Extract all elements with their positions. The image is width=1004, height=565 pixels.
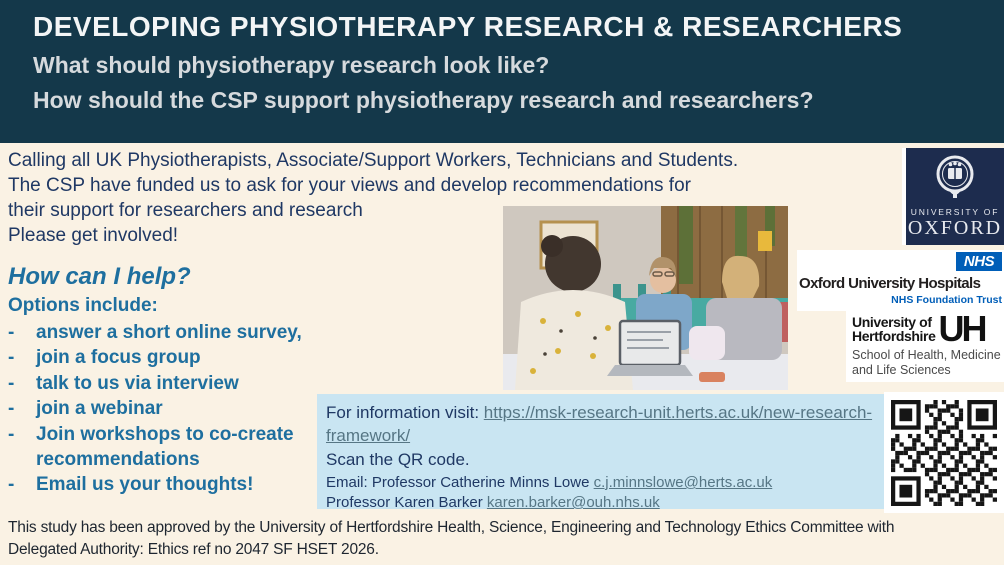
barker-email-link[interactable]: karen.barker@ouh.nhs.uk <box>486 494 660 511</box>
list-item: - talk to us via interview <box>8 371 318 396</box>
qr-code-card <box>884 392 1004 513</box>
list-item-label: answer a short online survey, <box>36 322 302 343</box>
email-label-2: Professor Karen Barker <box>326 494 487 511</box>
help-options-list: - answer a short online survey, - join a… <box>8 320 318 498</box>
school-line2: and Life Sciences <box>852 363 951 377</box>
nhs-foundation-trust-label: NHS Foundation Trust <box>891 294 1002 306</box>
intro-line: Please get involved! <box>8 225 179 246</box>
nhs-org-name: Oxford University Hospitals <box>799 275 981 292</box>
list-item: - Join workshops to co-create recommenda… <box>8 422 318 473</box>
list-item-label: join a focus group <box>36 347 201 369</box>
contact-info-box: For information visit: https://msk-resea… <box>317 394 884 511</box>
dash-bullet: - <box>8 372 15 394</box>
logo-oxford-university-hospitals: NHS Oxford University Hospitals NHS Foun… <box>797 250 1004 311</box>
uh-monogram-icon: UH <box>938 311 987 349</box>
logo-university-of-oxford: UNIVERSITY OF OXFORD <box>902 148 1004 245</box>
logo-university-of-hertfordshire: University of Hertfordshire UH School of… <box>846 311 1004 382</box>
list-item-label: talk to us via interview <box>36 372 239 394</box>
intro-line: their support for researchers and resear… <box>8 200 363 221</box>
subtitle-question-2: How should the CSP support physiotherapy… <box>33 87 814 113</box>
hertfordshire-name-line2: Hertfordshire <box>852 328 936 344</box>
intro-paragraph: Calling all UK Physiotherapists, Associa… <box>8 148 738 248</box>
intro-line: The CSP have funded us to ask for your v… <box>8 175 691 196</box>
qr-code <box>891 400 997 506</box>
hertfordshire-school-label: School of Health, Medicine and Life Scie… <box>852 348 1004 378</box>
scan-qr-label: Scan the QR code. <box>326 450 470 469</box>
dash-bullet: - <box>8 474 15 496</box>
ethics-line2: Delegated Authority: Ethics ref no 2047 … <box>8 541 379 558</box>
email-line-2: Professor Karen Barker karen.barker@ouh.… <box>326 493 874 513</box>
minns-lowe-email-link[interactable]: c.j.minnslowe@herts.ac.uk <box>593 474 773 491</box>
list-item: - join a focus group <box>8 345 318 370</box>
hertfordshire-name: University of Hertfordshire <box>852 314 936 344</box>
dash-bullet: - <box>8 322 15 343</box>
options-subheading: Options include: <box>8 295 158 316</box>
list-item: - answer a short online survey, <box>8 320 318 345</box>
header-band: DEVELOPING PHYSIOTHERAPY RESEARCH & RESE… <box>0 0 1004 143</box>
dash-bullet: - <box>8 423 15 445</box>
list-item-label: Email us your thoughts! <box>36 474 254 496</box>
dash-bullet: - <box>8 398 15 420</box>
info-visit-label: For information visit: <box>326 403 484 422</box>
list-item-label: join a webinar <box>36 398 163 420</box>
page-title: DEVELOPING PHYSIOTHERAPY RESEARCH & RESE… <box>33 11 903 42</box>
school-line1: School of Health, Medicine <box>852 348 1001 362</box>
list-item-label: Join workshops to co-create recommendati… <box>36 423 294 471</box>
oxford-wordmark: OXFORD <box>907 217 1003 239</box>
email-line-1: Email: Professor Catherine Minns Lowe c.… <box>326 473 874 493</box>
ethics-line1: This study has been approved by the Univ… <box>8 519 895 536</box>
research-framework-link[interactable]: https://msk-research-unit.herts.ac.uk/ne… <box>326 403 873 445</box>
oxford-university-of-label: UNIVERSITY OF <box>910 207 1000 217</box>
photo-research-team <box>503 206 788 390</box>
help-heading: How can I help? <box>8 263 191 290</box>
oxford-crest-icon <box>936 155 974 198</box>
email-label-1: Email: Professor Catherine Minns Lowe <box>326 474 594 491</box>
nhs-logo-icon: NHS <box>956 252 1002 271</box>
dash-bullet: - <box>8 347 15 369</box>
subtitle-question-1: What should physiotherapy research look … <box>33 52 550 78</box>
list-item: - join a webinar <box>8 396 318 421</box>
info-visit-line: For information visit: https://msk-resea… <box>326 401 874 447</box>
hertfordshire-name-line1: University of <box>852 314 932 330</box>
list-item: - Email us your thoughts! <box>8 472 318 497</box>
intro-line: Calling all UK Physiotherapists, Associa… <box>8 150 739 171</box>
ethics-statement: This study has been approved by the Univ… <box>8 517 895 561</box>
